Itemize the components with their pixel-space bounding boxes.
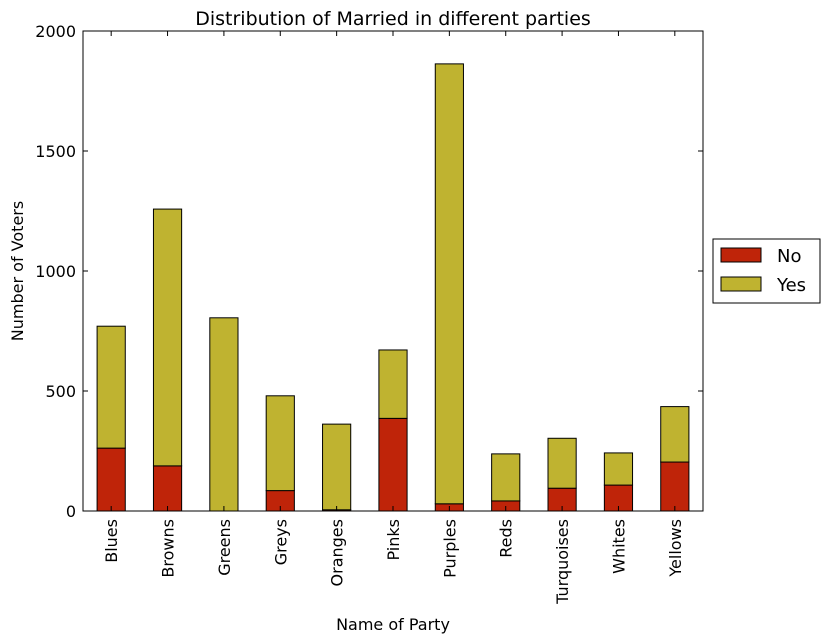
y-axis: 0 500 1000 1500 2000 [35,22,703,521]
bar-yes-whites [603,452,634,486]
x-axis-label: Name of Party [336,615,450,634]
y-axis-label: Number of Voters [8,201,27,341]
x-tick-label-browns: Browns [159,519,178,578]
bar-no-pinks [378,417,408,512]
legend-swatch-no [720,247,762,263]
x-tick-label-pinks: Pinks [384,519,403,560]
legend: No Yes [712,238,821,304]
bar-no-blues [96,447,126,512]
x-tick-label-whites: Whites [609,519,628,574]
legend-label-yes: Yes [776,275,806,296]
legend-label-no: No [777,246,801,267]
y-tick-label: 1000 [35,262,76,281]
plot-area [96,63,690,512]
y-tick-label: 2000 [35,22,76,41]
plot-frame [82,30,704,512]
x-axis: Blues Browns Greens Greys Oranges Pinks Purple… [102,31,685,605]
legend-swatch-yes [720,276,762,292]
x-tick-label-purples: Purples [440,519,459,578]
x-tick-label-greys: Greys [271,519,290,565]
bar-yes-greys [265,395,295,492]
bar-yes-purples [434,63,464,505]
bar-yes-yellows [660,406,690,463]
x-tick-label-oranges: Oranges [328,519,347,586]
x-tick-label-greens: Greens [215,519,234,576]
bar-yes-pinks [378,349,408,419]
bar-yes-blues [96,325,126,449]
x-tick-label-turquoises: Turquoises [553,519,572,605]
y-tick-label: 500 [45,382,76,401]
bar-yes-turquoises [547,437,577,489]
x-tick-label-blues: Blues [102,519,121,563]
bar-yes-browns [152,208,183,467]
bar-no-yellows [660,461,690,512]
bar-yes-greens [209,317,239,512]
y-tick-label: 1500 [35,142,76,161]
bar-no-browns [152,465,183,512]
x-tick-label-reds: Reds [497,519,516,558]
y-tick-label: 0 [66,502,76,521]
bar-yes-oranges [322,423,352,511]
bar-yes-reds [491,453,521,502]
x-tick-label-yellows: Yellows [666,519,685,578]
chart-title: Distribution of Married in different par… [195,8,591,30]
